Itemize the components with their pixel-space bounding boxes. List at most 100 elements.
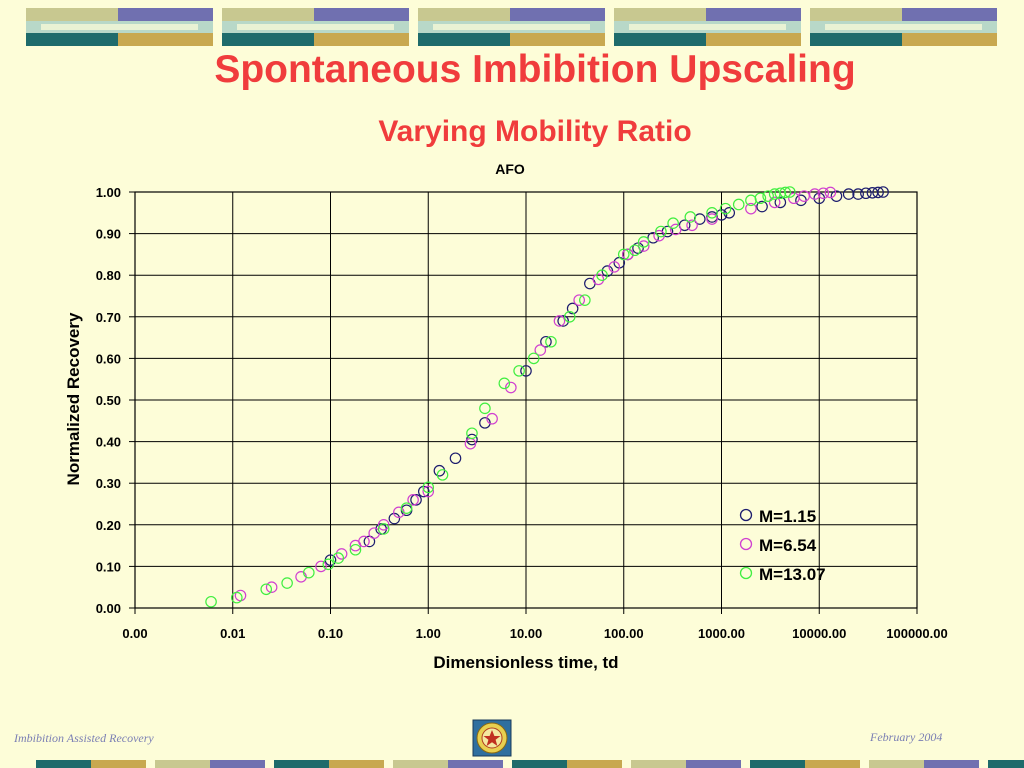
data-point <box>520 365 532 377</box>
data-point <box>407 494 419 506</box>
y-axis-label: Normalized Recovery <box>64 312 83 485</box>
data-point <box>608 261 621 273</box>
data-point <box>617 248 630 261</box>
x-tick-label: 10.00 <box>510 626 543 641</box>
y-tick-label: 0.20 <box>96 518 121 533</box>
data-point <box>637 236 650 248</box>
legend-marker <box>739 508 753 522</box>
chart-legend: M=1.15 M=6.54 M=13.07 <box>739 507 826 584</box>
legend-label: M=1.15 <box>759 507 816 526</box>
footer-course-title: Imbibition Assisted Recovery <box>14 731 154 745</box>
data-point <box>842 188 855 200</box>
x-tick-label: 100.00 <box>604 626 644 641</box>
data-point <box>563 310 576 323</box>
data-point <box>798 190 810 202</box>
y-tick-label: 0.40 <box>96 435 121 450</box>
data-points <box>205 186 889 608</box>
deco-stripe <box>329 760 384 768</box>
data-point <box>579 294 591 306</box>
deco-stripe <box>750 760 805 768</box>
x-tick-label: 0.00 <box>122 626 147 641</box>
y-tick-label: 0.00 <box>96 601 121 616</box>
deco-stripe <box>988 760 1024 768</box>
data-point <box>732 198 745 211</box>
data-point <box>388 512 401 525</box>
data-point <box>479 402 491 415</box>
data-point <box>422 485 435 498</box>
data-point <box>573 294 585 306</box>
data-point <box>505 381 517 394</box>
deco-block <box>810 8 997 46</box>
series-M=13.07 <box>205 186 796 608</box>
legend-marker <box>739 566 753 580</box>
data-point <box>436 469 449 481</box>
deco-stripe <box>512 760 567 768</box>
data-point <box>486 412 498 425</box>
data-point <box>545 335 557 348</box>
data-point <box>335 548 348 560</box>
data-point <box>557 315 569 327</box>
data-point <box>315 560 327 573</box>
footer-date: February 2004 <box>870 730 943 744</box>
x-axis-label: Dimensionless time, td <box>433 653 618 672</box>
data-point <box>377 518 390 531</box>
data-point <box>281 577 293 589</box>
data-point <box>860 187 872 200</box>
data-point <box>527 352 540 365</box>
data-point <box>669 223 682 236</box>
data-point <box>629 244 641 257</box>
data-point <box>422 481 435 494</box>
data-point <box>466 427 478 440</box>
legend-label: M=13.07 <box>759 565 826 584</box>
data-point <box>358 535 370 548</box>
deco-stripe <box>567 760 622 768</box>
university-seal-icon <box>472 719 512 757</box>
data-point <box>621 248 634 261</box>
data-point <box>774 187 787 200</box>
y-tick-label: 0.10 <box>96 559 121 574</box>
data-point <box>534 344 547 356</box>
data-point <box>400 502 413 514</box>
deco-block <box>418 8 605 46</box>
data-point <box>368 527 381 539</box>
deco-stripe <box>869 760 924 768</box>
deco-stripe <box>924 760 979 768</box>
slide-title: Spontaneous Imbibition Upscaling <box>214 48 856 91</box>
y-tick-label: 0.80 <box>96 268 121 283</box>
data-point <box>830 190 843 202</box>
data-point <box>655 225 667 238</box>
data-point <box>808 188 821 200</box>
data-point <box>553 315 566 327</box>
data-point <box>349 543 362 556</box>
deco-stripe <box>36 760 91 768</box>
legend-marker <box>739 537 753 551</box>
data-point <box>877 186 889 198</box>
data-point <box>596 269 608 281</box>
y-tick-label: 0.90 <box>96 227 121 242</box>
data-point <box>667 217 679 229</box>
data-point <box>410 494 422 506</box>
grid-lines <box>134 191 918 609</box>
series-M=6.54 <box>234 186 837 602</box>
data-point <box>332 552 345 564</box>
x-tick-label: 1.00 <box>416 626 441 641</box>
data-point <box>265 581 278 593</box>
data-point <box>756 200 768 213</box>
deco-stripe <box>393 760 448 768</box>
deco-stripe <box>686 760 741 768</box>
scatter-chart: 0.00 0.10 0.20 0.30 0.40 0.50 0.60 0.70 0.80 0.90… <box>64 161 948 672</box>
deco-stripe <box>210 760 265 768</box>
deco-stripe <box>805 760 860 768</box>
data-point <box>684 211 697 223</box>
data-point <box>303 566 315 579</box>
legend-label: M=6.54 <box>759 536 817 555</box>
data-point <box>768 196 781 209</box>
data-point <box>647 231 659 244</box>
data-point <box>540 335 552 348</box>
data-point <box>852 188 864 200</box>
x-tick-label: 0.10 <box>318 626 343 641</box>
data-point <box>230 591 243 604</box>
data-point <box>513 365 525 377</box>
data-point <box>754 192 767 205</box>
